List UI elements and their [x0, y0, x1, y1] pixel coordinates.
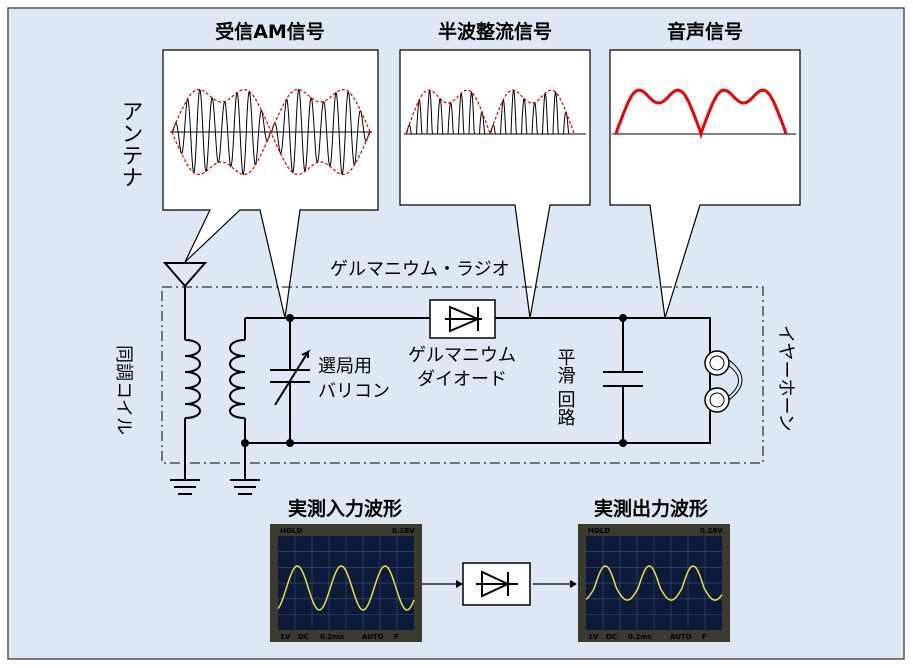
label: 平滑 [555, 348, 576, 384]
scope-label: 1V [588, 633, 599, 641]
scope-label: 0.28V [700, 527, 723, 535]
scope-label: AUTO [670, 633, 692, 641]
page: 受信AM信号 半波整流信号 音声信号 アンテナ ゲルマニウム・ラジオ 選局用 バ… [0, 0, 913, 668]
scope-label: F [702, 633, 707, 641]
scope-label: F [394, 633, 399, 641]
scope-label: AUTO [362, 633, 384, 641]
scope-label: DC [298, 633, 309, 641]
label: ダイオード [417, 369, 507, 390]
label: 実測入力波形 [288, 497, 402, 520]
label: 同調コイル [113, 345, 134, 435]
scope-label: 0.2ms [628, 633, 652, 641]
label: 音声信号 [667, 20, 743, 43]
scope-label: 1V [280, 633, 291, 641]
scope-label: HOLD [588, 527, 610, 535]
scope-label: 0.2ms [320, 633, 344, 641]
label: イヤーホーン [775, 325, 796, 432]
label: 回路 [555, 390, 576, 426]
label: 半波整流信号 [438, 20, 552, 43]
diagram: 受信AM信号 半波整流信号 音声信号 アンテナ ゲルマニウム・ラジオ 選局用 バ… [0, 0, 913, 668]
label: バリコン [318, 381, 390, 402]
label: 受信AM信号 [215, 20, 325, 43]
label: 実測出力波形 [594, 497, 708, 520]
label: ゲルマニウム・ラジオ [330, 259, 510, 280]
scope-label: DC [606, 633, 617, 641]
label: ゲルマニウム [408, 345, 516, 366]
scope-label: 0.28V [392, 527, 415, 535]
label: 選局用 [318, 356, 372, 377]
scope-label: HOLD [280, 527, 302, 535]
label: アンテナ [118, 100, 143, 188]
